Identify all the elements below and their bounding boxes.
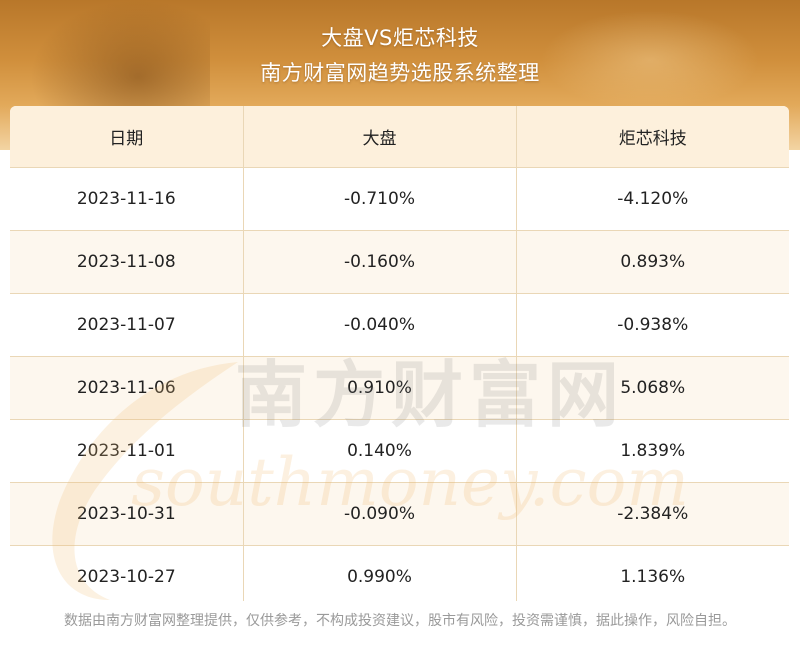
- data-table-card: 日期 大盘 炬芯科技 2023-11-16 -0.710% -4.120% 20…: [10, 106, 789, 601]
- cell-market-change: -0.090%: [243, 482, 517, 546]
- table-header-row: 日期 大盘 炬芯科技: [10, 106, 789, 168]
- cell-market-change: 0.910%: [243, 356, 517, 420]
- cell-date: 2023-11-06: [10, 356, 244, 420]
- cell-stock-change: -2.384%: [516, 482, 789, 546]
- table-row: 2023-11-07 -0.040% -0.938%: [10, 293, 789, 357]
- cell-date: 2023-11-08: [10, 230, 244, 294]
- cell-stock-change: 5.068%: [516, 356, 789, 420]
- cell-market-change: -0.160%: [243, 230, 517, 294]
- cell-market-change: 0.990%: [243, 545, 517, 601]
- disclaimer-text: 数据由南方财富网整理提供，仅供参考，不构成投资建议，股市有风险，投资需谨慎，据此…: [64, 613, 736, 629]
- cell-market-change: -0.040%: [243, 293, 517, 357]
- cell-stock-change: 1.136%: [516, 545, 789, 601]
- table-row: 2023-11-08 -0.160% 0.893%: [10, 230, 789, 294]
- cell-date: 2023-10-27: [10, 545, 244, 601]
- table-row: 2023-11-06 0.910% 5.068%: [10, 356, 789, 420]
- comparison-table: 日期 大盘 炬芯科技 2023-11-16 -0.710% -4.120% 20…: [10, 106, 789, 601]
- cell-stock-change: -4.120%: [516, 167, 789, 231]
- cell-stock-change: 0.893%: [516, 230, 789, 294]
- column-header-date: 日期: [10, 106, 244, 168]
- table-row: 2023-11-16 -0.710% -4.120%: [10, 167, 789, 231]
- cell-stock-change: -0.938%: [516, 293, 789, 357]
- table-row: 2023-10-27 0.990% 1.136%: [10, 545, 789, 601]
- cell-market-change: 0.140%: [243, 419, 517, 483]
- cell-market-change: -0.710%: [243, 167, 517, 231]
- column-header-stock: 炬芯科技: [516, 106, 789, 168]
- cell-date: 2023-10-31: [10, 482, 244, 546]
- cell-date: 2023-11-01: [10, 419, 244, 483]
- page-subtitle: 南方财富网趋势选股系统整理: [260, 61, 540, 85]
- column-header-market: 大盘: [243, 106, 517, 168]
- page-title: 大盘VS炬芯科技: [321, 26, 479, 50]
- table-row: 2023-10-31 -0.090% -2.384%: [10, 482, 789, 546]
- cell-date: 2023-11-07: [10, 293, 244, 357]
- cell-date: 2023-11-16: [10, 167, 244, 231]
- cell-stock-change: 1.839%: [516, 419, 789, 483]
- table-row: 2023-11-01 0.140% 1.839%: [10, 419, 789, 483]
